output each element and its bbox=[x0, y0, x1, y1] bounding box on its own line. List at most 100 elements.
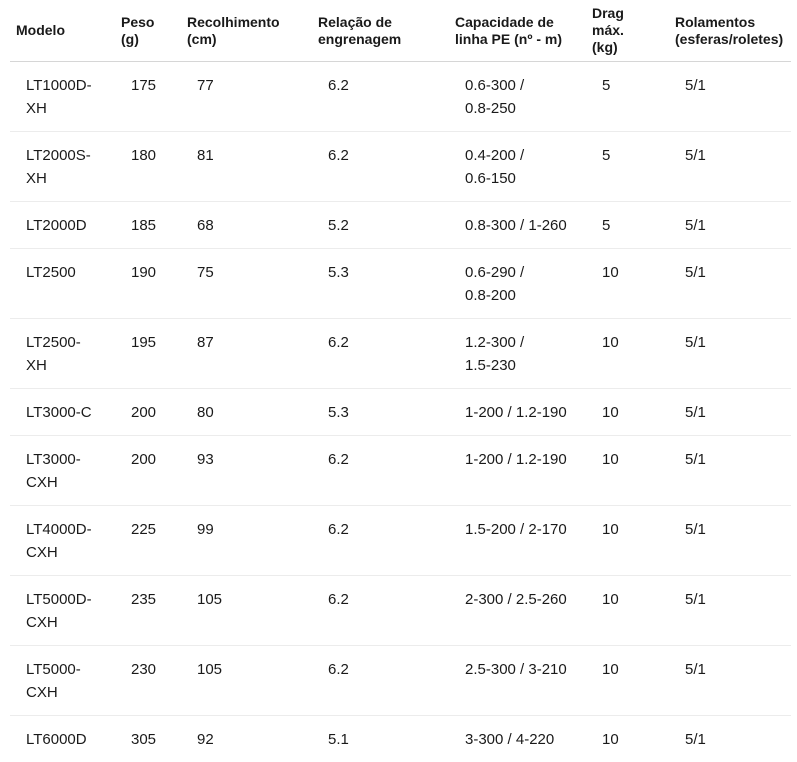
cell-relacao: 5.2 bbox=[312, 202, 449, 249]
cell-drag: 10 bbox=[586, 716, 669, 762]
cell-capacidade: 1-200 / 1.2-190 bbox=[449, 389, 586, 436]
col-header-peso: Peso (g) bbox=[115, 0, 181, 62]
cell-drag: 10 bbox=[586, 249, 669, 319]
cell-modelo: LT2500 bbox=[10, 249, 115, 319]
cell-rolamentos: 5/1 bbox=[669, 716, 791, 762]
header-row: Modelo Peso (g) Recolhimento (cm) Relaçã… bbox=[10, 0, 791, 62]
reel-spec-table: Modelo Peso (g) Recolhimento (cm) Relaçã… bbox=[10, 0, 791, 762]
cell-relacao: 5.3 bbox=[312, 249, 449, 319]
cell-peso: 180 bbox=[115, 132, 181, 202]
cell-recolhimento: 77 bbox=[181, 62, 312, 132]
cell-rolamentos: 5/1 bbox=[669, 646, 791, 716]
cell-modelo: LT3000-C bbox=[10, 389, 115, 436]
cell-modelo: LT6000D bbox=[10, 716, 115, 762]
cell-drag: 5 bbox=[586, 62, 669, 132]
cell-rolamentos: 5/1 bbox=[669, 389, 791, 436]
cell-peso: 190 bbox=[115, 249, 181, 319]
cell-peso: 225 bbox=[115, 506, 181, 576]
cell-rolamentos: 5/1 bbox=[669, 202, 791, 249]
cell-recolhimento: 68 bbox=[181, 202, 312, 249]
cell-drag: 10 bbox=[586, 319, 669, 389]
cell-rolamentos: 5/1 bbox=[669, 62, 791, 132]
cell-recolhimento: 105 bbox=[181, 576, 312, 646]
cell-relacao: 6.2 bbox=[312, 506, 449, 576]
col-header-modelo: Modelo bbox=[10, 0, 115, 62]
cell-rolamentos: 5/1 bbox=[669, 436, 791, 506]
cell-drag: 10 bbox=[586, 646, 669, 716]
cell-recolhimento: 105 bbox=[181, 646, 312, 716]
table-row: LT3000-C 200 80 5.3 1-200 / 1.2-190 10 5… bbox=[10, 389, 791, 436]
cell-peso: 305 bbox=[115, 716, 181, 762]
cell-drag: 10 bbox=[586, 436, 669, 506]
cell-modelo: LT1000D- XH bbox=[10, 62, 115, 132]
cell-rolamentos: 5/1 bbox=[669, 132, 791, 202]
cell-drag: 10 bbox=[586, 576, 669, 646]
col-header-rolamentos: Rolamentos (esferas/roletes) bbox=[669, 0, 791, 62]
cell-relacao: 6.2 bbox=[312, 132, 449, 202]
cell-capacidade: 0.4-200 / 0.6-150 bbox=[449, 132, 586, 202]
cell-recolhimento: 75 bbox=[181, 249, 312, 319]
table-row: LT6000D 305 92 5.1 3-300 / 4-220 10 5/1 bbox=[10, 716, 791, 762]
cell-drag: 10 bbox=[586, 506, 669, 576]
col-header-drag-max: Drag máx. (kg) bbox=[586, 0, 669, 62]
cell-relacao: 6.2 bbox=[312, 62, 449, 132]
cell-peso: 235 bbox=[115, 576, 181, 646]
cell-relacao: 6.2 bbox=[312, 319, 449, 389]
cell-modelo: LT2500- XH bbox=[10, 319, 115, 389]
cell-recolhimento: 92 bbox=[181, 716, 312, 762]
table-row: LT1000D- XH 175 77 6.2 0.6-300 / 0.8-250… bbox=[10, 62, 791, 132]
cell-rolamentos: 5/1 bbox=[669, 506, 791, 576]
table-row: LT5000D- CXH 235 105 6.2 2-300 / 2.5-260… bbox=[10, 576, 791, 646]
cell-recolhimento: 87 bbox=[181, 319, 312, 389]
cell-modelo: LT2000S- XH bbox=[10, 132, 115, 202]
cell-relacao: 6.2 bbox=[312, 646, 449, 716]
table-row: LT2000D 185 68 5.2 0.8-300 / 1-260 5 5/1 bbox=[10, 202, 791, 249]
cell-recolhimento: 93 bbox=[181, 436, 312, 506]
col-header-recolhimento: Recolhimento (cm) bbox=[181, 0, 312, 62]
cell-modelo: LT5000D- CXH bbox=[10, 576, 115, 646]
table-row: LT2000S- XH 180 81 6.2 0.4-200 / 0.6-150… bbox=[10, 132, 791, 202]
cell-peso: 175 bbox=[115, 62, 181, 132]
cell-recolhimento: 81 bbox=[181, 132, 312, 202]
cell-peso: 200 bbox=[115, 389, 181, 436]
cell-modelo: LT4000D- CXH bbox=[10, 506, 115, 576]
cell-rolamentos: 5/1 bbox=[669, 576, 791, 646]
cell-capacidade: 1.2-300 / 1.5-230 bbox=[449, 319, 586, 389]
cell-capacidade: 1-200 / 1.2-190 bbox=[449, 436, 586, 506]
cell-peso: 230 bbox=[115, 646, 181, 716]
table-header: Modelo Peso (g) Recolhimento (cm) Relaçã… bbox=[10, 0, 791, 62]
cell-modelo: LT2000D bbox=[10, 202, 115, 249]
cell-capacidade: 2.5-300 / 3-210 bbox=[449, 646, 586, 716]
table-row: LT3000- CXH 200 93 6.2 1-200 / 1.2-190 1… bbox=[10, 436, 791, 506]
cell-peso: 200 bbox=[115, 436, 181, 506]
col-header-relacao-engrenagem: Relação de engrenagem bbox=[312, 0, 449, 62]
cell-capacidade: 3-300 / 4-220 bbox=[449, 716, 586, 762]
cell-capacidade: 0.8-300 / 1-260 bbox=[449, 202, 586, 249]
cell-modelo: LT5000- CXH bbox=[10, 646, 115, 716]
cell-capacidade: 0.6-290 / 0.8-200 bbox=[449, 249, 586, 319]
cell-peso: 195 bbox=[115, 319, 181, 389]
cell-modelo: LT3000- CXH bbox=[10, 436, 115, 506]
cell-capacidade: 2-300 / 2.5-260 bbox=[449, 576, 586, 646]
cell-relacao: 5.3 bbox=[312, 389, 449, 436]
cell-rolamentos: 5/1 bbox=[669, 319, 791, 389]
table-row: LT2500- XH 195 87 6.2 1.2-300 / 1.5-230 … bbox=[10, 319, 791, 389]
cell-recolhimento: 80 bbox=[181, 389, 312, 436]
cell-capacidade: 0.6-300 / 0.8-250 bbox=[449, 62, 586, 132]
cell-peso: 185 bbox=[115, 202, 181, 249]
col-header-capacidade-linha: Capacidade de linha PE (nº - m) bbox=[449, 0, 586, 62]
cell-recolhimento: 99 bbox=[181, 506, 312, 576]
cell-relacao: 5.1 bbox=[312, 716, 449, 762]
cell-capacidade: 1.5-200 / 2-170 bbox=[449, 506, 586, 576]
table-row: LT4000D- CXH 225 99 6.2 1.5-200 / 2-170 … bbox=[10, 506, 791, 576]
cell-relacao: 6.2 bbox=[312, 576, 449, 646]
cell-relacao: 6.2 bbox=[312, 436, 449, 506]
table-row: LT2500 190 75 5.3 0.6-290 / 0.8-200 10 5… bbox=[10, 249, 791, 319]
table-row: LT5000- CXH 230 105 6.2 2.5-300 / 3-210 … bbox=[10, 646, 791, 716]
cell-drag: 5 bbox=[586, 202, 669, 249]
cell-drag: 10 bbox=[586, 389, 669, 436]
cell-rolamentos: 5/1 bbox=[669, 249, 791, 319]
cell-drag: 5 bbox=[586, 132, 669, 202]
table-body: LT1000D- XH 175 77 6.2 0.6-300 / 0.8-250… bbox=[10, 62, 791, 762]
